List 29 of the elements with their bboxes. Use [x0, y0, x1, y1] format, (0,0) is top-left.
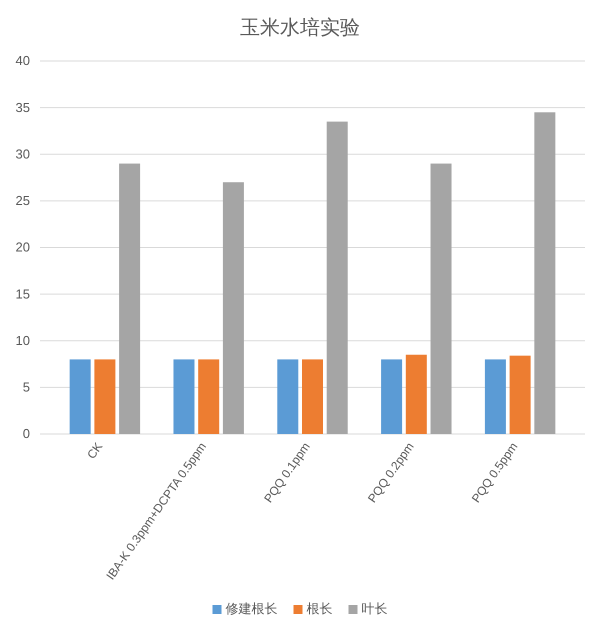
y-tick-label: 25 [16, 193, 30, 208]
bar [381, 359, 402, 434]
bar [406, 354, 427, 434]
bar [534, 112, 556, 434]
legend-label: 叶长 [362, 602, 388, 617]
y-tick-label: 0 [22, 426, 30, 442]
chart-title: 玉米水培实验 [240, 15, 360, 39]
bar [119, 164, 140, 434]
y-tick-label: 40 [16, 53, 30, 68]
bar [198, 359, 220, 434]
y-tick-label: 5 [22, 380, 30, 395]
x-tick-label: CK [84, 440, 106, 462]
bar [326, 122, 348, 434]
y-tick-label: 10 [16, 332, 30, 348]
bar [173, 359, 194, 434]
bar [94, 359, 116, 434]
bar [484, 359, 506, 434]
bar [430, 164, 452, 434]
bar [70, 359, 91, 434]
y-tick-label: 15 [16, 286, 30, 302]
bar [277, 359, 298, 434]
y-tick-label: 20 [16, 240, 30, 255]
bar [222, 182, 244, 434]
y-tick-label: 35 [16, 100, 30, 115]
legend-label: 根长 [306, 602, 332, 617]
y-tick-label: 30 [16, 146, 30, 162]
bar [302, 359, 324, 434]
legend-label: 修建根长 [226, 602, 278, 617]
bar [510, 356, 531, 434]
